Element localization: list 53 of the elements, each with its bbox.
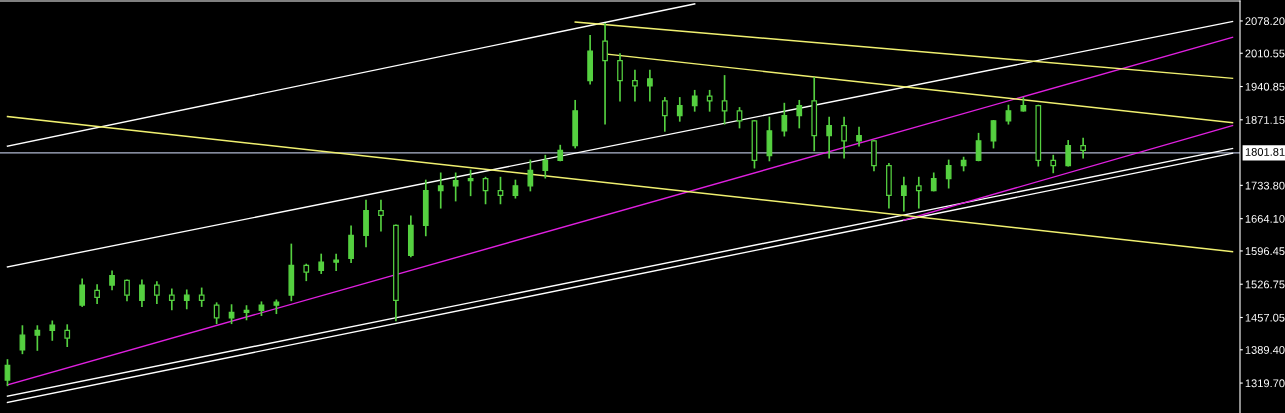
candlestick [437, 172, 444, 209]
candlestick [168, 288, 175, 311]
candlestick [452, 172, 459, 202]
candlestick [796, 99, 803, 129]
candlestick [676, 97, 683, 122]
candlestick [990, 119, 997, 149]
candlestick [945, 159, 952, 189]
candlestick [79, 278, 86, 307]
candlestick [378, 199, 384, 232]
candlestick [647, 69, 653, 102]
y-tick-label: 1664.10 [1245, 214, 1285, 223]
candlestick [691, 89, 698, 112]
candlestick [781, 102, 788, 137]
candlestick [632, 69, 638, 102]
candlestick [915, 176, 922, 209]
candlestick [841, 116, 847, 159]
candlestick [1065, 140, 1072, 167]
candlestick [1080, 137, 1086, 159]
candlestick [497, 176, 504, 205]
candlestick [617, 53, 623, 102]
y-tick-label: 2010.55 [1245, 49, 1285, 58]
candlestick [706, 89, 713, 112]
candlestick [34, 325, 41, 351]
y-tick-label: 1389.40 [1245, 346, 1285, 354]
y-tick-label: 1940.85 [1245, 82, 1285, 91]
candlestick [49, 320, 56, 341]
ref-line-label: 1801.81 [1245, 148, 1285, 156]
candlestick [542, 154, 549, 179]
y-tick-label: 2078.20 [1245, 17, 1285, 26]
candlestick [348, 225, 354, 263]
candlestick [154, 281, 160, 305]
candlestick [826, 116, 833, 159]
y-tick-label: 1596.45 [1245, 247, 1285, 256]
candlestick [94, 284, 100, 305]
y-tick-label: 1733.80 [1245, 181, 1285, 190]
candlestick [124, 279, 130, 302]
candlestick [183, 289, 190, 310]
candlestick [139, 279, 145, 307]
candlestick [318, 253, 325, 274]
candlestick [213, 302, 220, 325]
candlestick [228, 304, 235, 325]
candlestick [109, 270, 115, 291]
candlestick [900, 176, 907, 212]
y-tick-label: 1457.05 [1245, 313, 1285, 322]
candlestick [856, 126, 862, 147]
y-tick-label: 1526.75 [1245, 280, 1285, 289]
y-tick-label: 1871.15 [1245, 116, 1285, 124]
y-tick-label: 1319.70 [1245, 379, 1285, 388]
candlestick [602, 23, 608, 125]
candlestick [64, 324, 71, 347]
candlestick [527, 159, 534, 192]
candlestick [333, 253, 340, 272]
candlestick [661, 97, 668, 132]
